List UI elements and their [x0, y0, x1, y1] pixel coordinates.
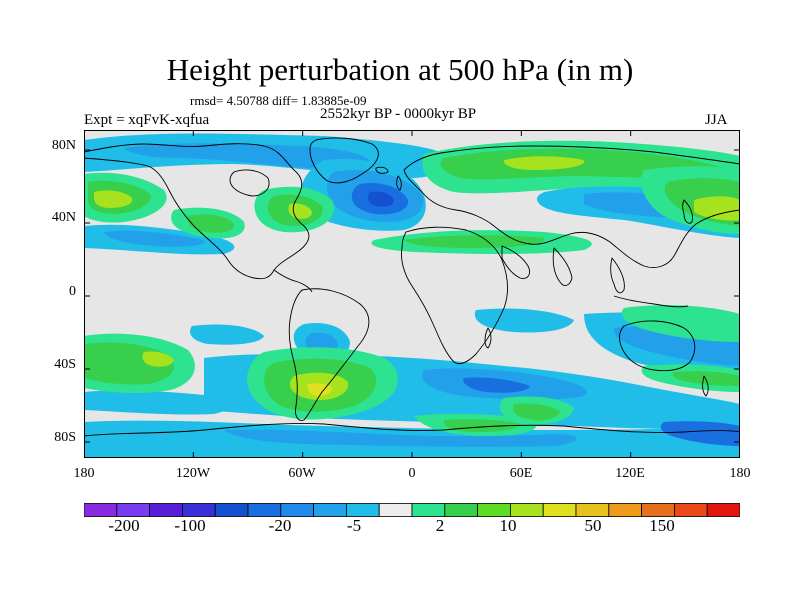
colorbar-label: -100: [174, 516, 206, 535]
contour-sa-high-core: [307, 383, 332, 396]
season-label: JJA: [705, 112, 728, 128]
coast-indonesia: [613, 295, 689, 308]
coast-africa: [401, 226, 509, 365]
contour-antarctic-mid-neg: [224, 429, 577, 447]
contour-au-weak-pos: [621, 305, 740, 342]
lon-tick-label: 0: [408, 466, 416, 481]
contour-antarctic-mid-pos: [443, 419, 520, 432]
coast-arabia: [501, 245, 531, 279]
colorbar-label: 50: [584, 516, 602, 535]
contour-atlantic-band-mid-pos: [404, 235, 545, 248]
lat-tick-label: 40N: [51, 210, 76, 225]
coast-se-asia: [610, 257, 625, 294]
colorbar-label: -200: [108, 516, 140, 535]
coast-greenland: [309, 137, 379, 184]
contour-atlantic-low-center: [368, 191, 394, 207]
colorbar: [84, 503, 740, 517]
height-perturbation-map: [84, 130, 740, 458]
coast-new-zealand: [702, 375, 709, 397]
coast-japan: [682, 199, 693, 224]
colorbar-box: [641, 503, 675, 517]
lon-tick-label: 60E: [509, 466, 533, 481]
colorbar-box: [149, 503, 183, 517]
contour-antarctic-strong-neg: [660, 421, 740, 446]
coast-india: [552, 247, 573, 286]
colorbar-box: [313, 503, 347, 517]
contour-tropic-weak-neg-1: [189, 324, 264, 345]
experiment-label: Expt = xqFvK-xqfua: [84, 112, 210, 128]
contour-pacific-band-mid-neg: [104, 230, 205, 247]
colorbar-box: [706, 503, 740, 517]
coast-madagascar: [484, 327, 492, 349]
colorbar-label: 10: [499, 516, 517, 535]
colorbar-box: [247, 503, 282, 517]
coast-hudson-bay: [229, 169, 270, 197]
contour-sh-strong-neg: [463, 377, 530, 393]
lat-tick-label: 80N: [51, 138, 76, 153]
period-label: 2552kyr BP - 0000kyr BP: [320, 106, 477, 122]
colorbar-label: -20: [268, 516, 292, 535]
contour-subtropic-mid-pos: [187, 214, 234, 233]
colorbar-box: [214, 503, 249, 517]
coast-antarctica: [84, 423, 740, 437]
lon-tick-label: 180: [729, 466, 751, 481]
contour-field: [84, 133, 740, 458]
colorbar-box: [542, 503, 577, 517]
lon-tick-label: 180: [73, 466, 95, 481]
colorbar-label: -5: [346, 516, 362, 535]
contour-pacific-strong-pos: [94, 190, 133, 208]
coast-australia: [619, 320, 696, 372]
contour-au-pos-band-mid: [672, 371, 740, 386]
colorbar-box: [444, 503, 478, 517]
coast-uk: [396, 175, 402, 191]
rmsd-diff-stats: rmsd= 4.50788 diff= 1.83885e-09: [190, 93, 367, 108]
contour-asia-strong-pos: [694, 196, 740, 221]
colorbar-box: [411, 503, 446, 517]
colorbar-box: [674, 503, 708, 517]
coast-europe-asia: [403, 145, 740, 268]
coast-south-america: [288, 288, 370, 421]
contour-tropic-weak-neg-2: [474, 308, 574, 333]
colorbar-box: [509, 503, 544, 517]
contour-eurasia-strong-pos: [503, 156, 585, 170]
lon-tick-label: 120W: [175, 466, 211, 481]
colorbar-box: [575, 503, 610, 517]
colorbar-box: [477, 503, 511, 517]
contour-ne-pacific-weak-neg: [84, 390, 229, 415]
colorbar-box: [280, 503, 315, 517]
colorbar-box: [84, 503, 118, 517]
coast-iceland: [375, 166, 389, 174]
lon-tick-label: 120E: [615, 466, 645, 481]
coastlines: [84, 137, 740, 437]
colorbar-label: 2: [435, 516, 445, 535]
colorbar-box: [608, 503, 642, 517]
lat-tick-label: 80S: [54, 430, 76, 445]
contour-arctic-mid-neg: [124, 143, 371, 171]
colorbar-box: [378, 503, 413, 517]
colorbar-label: 150: [649, 516, 675, 535]
axis-ticks: [84, 130, 740, 458]
colorbar-box: [182, 503, 216, 517]
colorbar-box: [345, 503, 380, 517]
contour-sp-strong-pos: [142, 351, 174, 367]
plot-title: Height perturbation at 500 hPa (in m): [166, 52, 634, 87]
lon-tick-label: 60W: [288, 466, 316, 481]
colorbar-box: [116, 503, 150, 517]
coast-north-america: [84, 143, 310, 280]
lat-tick-label: 40S: [54, 357, 76, 372]
lat-tick-label: 0: [69, 284, 76, 299]
contour-io-mid-pos: [512, 403, 560, 421]
